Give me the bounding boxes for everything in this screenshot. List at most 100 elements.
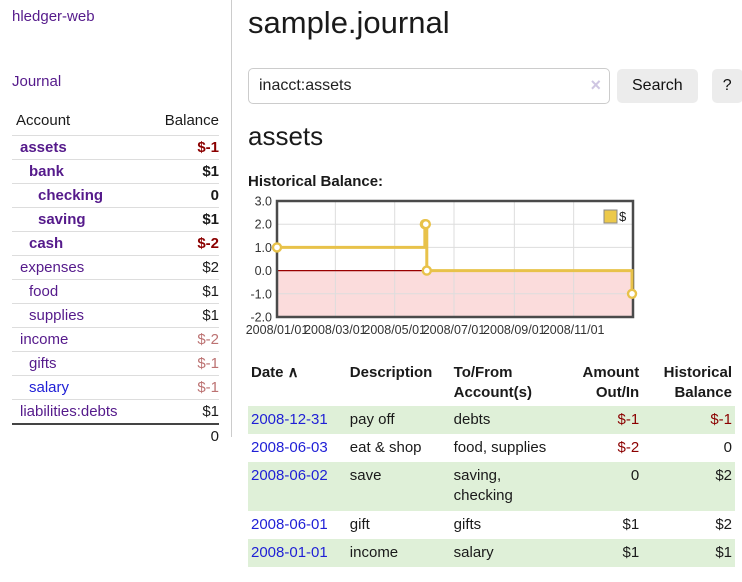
- transaction-description: save: [349, 467, 382, 484]
- register-row: 2008-12-31 pay off debts $-1 $-1: [248, 405, 735, 434]
- account-table-header: Account Balance: [12, 110, 219, 135]
- account-balance: $1: [202, 163, 219, 180]
- transaction-description: pay off: [349, 410, 395, 428]
- account-row: gifts $-1: [12, 351, 219, 375]
- svg-text:2008/09/01: 2008/09/01: [483, 323, 546, 337]
- register-row: 2008-06-01 gift gifts $1 $2: [248, 511, 735, 539]
- app-title-link[interactable]: hledger-web: [12, 8, 95, 25]
- svg-text:-1.0: -1.0: [250, 287, 272, 301]
- account-balance: $-1: [197, 379, 219, 396]
- sidebar: hledger-web Journal Account Balance asse…: [0, 0, 232, 445]
- account-row: expenses $2: [12, 255, 219, 279]
- svg-text:2008/07/01: 2008/07/01: [423, 323, 486, 337]
- transaction-amount: $1: [622, 543, 640, 561]
- account-rows: assets $-1 bank $1 checking 0 saving $1 cash $-2 e…: [12, 135, 219, 423]
- account-link-saving[interactable]: saving: [38, 211, 86, 228]
- account-balance: $-2: [197, 331, 219, 348]
- svg-text:2008/11/01: 2008/11/01: [543, 323, 605, 337]
- register-column-header: Description: [349, 364, 433, 381]
- register-column-header: Historical Balance: [663, 364, 732, 402]
- transaction-date-link[interactable]: 2008-06-03: [251, 438, 328, 456]
- transaction-amount: $-1: [617, 410, 640, 428]
- transaction-date-link[interactable]: 2008-12-31: [251, 410, 328, 428]
- svg-text:2008/05/01: 2008/05/01: [363, 323, 426, 337]
- historical-balance-chart: $3.0 2.0 1.0 0.0 -1.0 -2.0 2008/01/01 2008/03/0…: [242, 195, 735, 348]
- svg-text:0.0: 0.0: [255, 264, 272, 278]
- search-input-wrap: ×: [248, 68, 610, 104]
- account-row: food $1: [12, 279, 219, 303]
- transaction-balance: $1: [715, 543, 732, 561]
- transaction-description: eat & shop: [349, 438, 422, 456]
- transaction-balance: $2: [715, 467, 732, 484]
- account-link-expenses[interactable]: expenses: [20, 259, 85, 276]
- account-balance: $1: [202, 307, 219, 324]
- search-button[interactable]: Search: [617, 69, 698, 103]
- search-input[interactable]: [248, 68, 610, 104]
- account-link-gifts[interactable]: gifts: [29, 355, 57, 372]
- account-column-header: Account: [16, 112, 71, 129]
- account-heading: assets: [248, 121, 324, 151]
- page-title: sample.journal: [248, 5, 450, 40]
- sidebar-item-journal[interactable]: Journal: [12, 73, 62, 90]
- balance-column-header: Balance: [164, 112, 219, 129]
- transaction-amount: $1: [622, 515, 640, 533]
- account-link-supplies[interactable]: supplies: [29, 307, 85, 324]
- transaction-accounts: salary: [453, 543, 494, 561]
- account-balance: $-2: [197, 235, 219, 252]
- account-row: assets $-1: [12, 135, 219, 159]
- total-balance: 0: [210, 427, 219, 445]
- transaction-accounts: gifts: [453, 515, 482, 533]
- clear-search-icon[interactable]: ×: [590, 75, 601, 95]
- register-header-row: Date ∧ Description To/From Account(s) Amoun…: [248, 361, 735, 406]
- account-row: salary $-1: [12, 375, 219, 399]
- account-row: saving $1: [12, 207, 219, 231]
- transaction-amount: $-2: [617, 438, 640, 456]
- account-balance: $-1: [197, 355, 219, 372]
- transaction-balance: $-1: [710, 410, 732, 428]
- svg-text:2008/03/01: 2008/03/01: [304, 323, 367, 337]
- account-link-checking[interactable]: checking: [38, 187, 104, 204]
- account-row: supplies $1: [12, 303, 219, 327]
- account-row: income $-2: [12, 327, 219, 351]
- transaction-description: gift: [349, 515, 370, 533]
- account-link-assets[interactable]: assets: [20, 139, 67, 156]
- svg-text:2.0: 2.0: [255, 218, 272, 232]
- account-link-food[interactable]: food: [29, 283, 59, 300]
- svg-text:3.0: 3.0: [255, 195, 272, 209]
- register-table: Date ∧ Description To/From Account(s) Amoun…: [248, 361, 735, 567]
- svg-text:-2.0: -2.0: [250, 311, 272, 325]
- account-total-row: 0: [12, 423, 219, 447]
- transaction-accounts: debts: [453, 410, 491, 428]
- account-balance: $1: [202, 403, 219, 420]
- account-link-cash[interactable]: cash: [29, 235, 64, 252]
- account-balance: $1: [202, 211, 219, 228]
- transaction-date-link[interactable]: 2008-06-01: [251, 515, 328, 533]
- register-column-header: To/From Account(s): [453, 364, 532, 402]
- search-bar: × Search ?: [248, 68, 742, 104]
- transaction-accounts: saving, checking: [453, 467, 513, 505]
- register-row: 2008-06-03 eat & shop food, supplies $-2 0: [248, 434, 735, 462]
- account-link-liabilities-debts[interactable]: liabilities:debts: [20, 403, 118, 420]
- transaction-date-link[interactable]: 2008-01-01: [251, 543, 328, 561]
- chart-canvas: $3.0 2.0 1.0 0.0 -1.0 -2.02008/01/012008/03/0…: [246, 195, 638, 337]
- transaction-date-link[interactable]: 2008-06-02: [251, 467, 328, 484]
- register-row: 2008-06-02 save saving, checking 0 $2: [248, 462, 735, 511]
- account-link-salary[interactable]: salary: [29, 379, 70, 396]
- transaction-description: income: [349, 543, 399, 561]
- transaction-balance: $2: [715, 515, 732, 533]
- account-link-bank[interactable]: bank: [29, 163, 65, 180]
- svg-text:2008/01/01: 2008/01/01: [246, 323, 309, 337]
- account-row: cash $-2: [12, 231, 219, 255]
- register-column-header: Date ∧: [251, 364, 299, 381]
- account-link-income[interactable]: income: [20, 331, 69, 348]
- account-balance-table: Account Balance assets $-1 bank $1 checking 0…: [12, 110, 219, 447]
- register-row: 2008-01-01 income salary $1 $1: [248, 538, 735, 567]
- account-row: liabilities:debts $1: [12, 399, 219, 423]
- account-balance: $2: [202, 259, 219, 276]
- transaction-amount: 0: [630, 467, 640, 484]
- account-balance: $1: [202, 283, 219, 300]
- register-column-header: Amount Out/In: [582, 364, 640, 402]
- svg-text:1.0: 1.0: [255, 241, 272, 255]
- account-row: checking 0: [12, 183, 219, 207]
- help-button[interactable]: ?: [711, 69, 742, 103]
